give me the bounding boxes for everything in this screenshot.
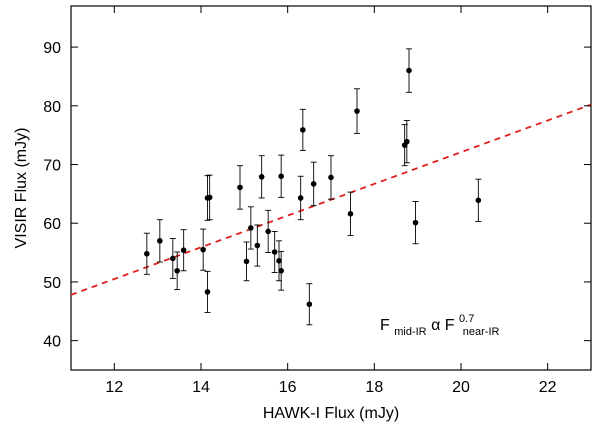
x-axis-label: HAWK-I Flux (mJy) [263,405,399,422]
annotation-base2: F [445,317,455,334]
y-tick-label: 50 [43,275,61,292]
x-tick-label: 18 [365,379,383,396]
annotation-alpha: α [431,317,445,334]
data-point [204,270,211,313]
annotation-sub1: mid-IR [394,326,426,338]
point-marker [276,258,282,264]
point-marker [310,181,317,187]
data-point [475,178,482,222]
data-point [297,175,304,221]
plot-area [70,5,592,371]
data-point [174,251,181,291]
point-marker [170,255,176,262]
data-point [206,174,213,221]
data-point [278,154,285,198]
data-point [265,209,272,254]
point-marker [278,267,284,274]
point-marker [248,225,254,231]
x-tick-label: 20 [452,379,470,396]
data-point [299,108,306,151]
data-point [143,232,150,275]
y-tick-label: 80 [43,99,61,116]
point-marker [174,267,180,274]
data-point [406,48,412,93]
y-tick-label: 90 [43,40,61,57]
point-marker [157,238,163,244]
point-marker [200,246,206,253]
point-marker [204,289,211,295]
data-point [169,238,176,279]
point-marker [475,197,482,204]
data-point [354,88,360,134]
data-point [328,155,334,200]
data-point [247,206,254,250]
data-point [254,224,261,267]
data-point [271,230,278,273]
annotation-sub2: near-IR [463,326,500,338]
data-point [237,165,243,210]
point-marker [354,108,360,114]
data-point [310,161,317,207]
point-marker [206,194,213,201]
point-marker [271,249,278,255]
annotation-sup2: 0.7 [459,313,474,325]
annotation-base1: F [380,317,390,334]
point-marker [412,219,419,226]
data-point [258,155,265,199]
point-marker [254,242,261,249]
point-marker [278,173,284,180]
y-axis-label: VISIR Flux (mJy) [13,128,30,249]
data-point [278,250,285,291]
point-marker [300,127,306,133]
point-marker [237,184,243,191]
data-point [412,201,419,245]
y-tick-label: 40 [43,334,61,351]
x-tick-label: 14 [192,379,210,396]
data-point [180,229,187,272]
plot-frame [70,5,592,371]
point-marker [347,211,354,217]
data-point [347,191,354,237]
data-point [200,228,207,271]
y-tick-label: 70 [43,158,61,175]
point-marker [306,301,313,308]
point-marker [406,67,412,74]
x-tick-label: 16 [279,379,297,396]
y-tick-label: 60 [43,216,61,233]
point-marker [328,174,334,181]
point-marker [265,228,271,235]
data-points-layer [143,48,482,326]
data-point [403,120,410,164]
data-point [156,219,163,263]
point-marker [180,247,187,254]
data-point [306,283,313,326]
point-marker [297,195,304,201]
x-tick-label: 22 [539,379,557,396]
point-marker [144,250,150,257]
fit-line-layer [70,103,592,296]
point-marker [243,258,250,265]
x-tick-label: 12 [105,379,123,396]
point-marker [258,174,265,180]
fit-line [70,103,592,296]
axis-ticks-layer: 12 14 16 18 20 22 40 50 60 70 80 90 [43,6,591,396]
fit-annotation: F mid-IR α F 0.7 near-IR [380,309,500,339]
point-marker [404,138,410,145]
data-point [243,241,250,282]
